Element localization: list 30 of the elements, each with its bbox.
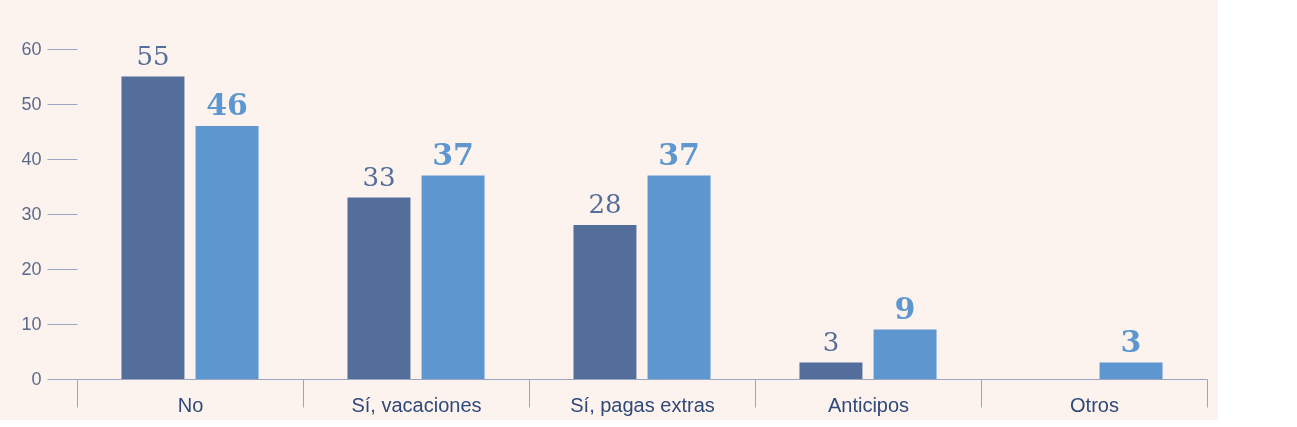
bar (1099, 362, 1163, 379)
data-label: 9 (894, 290, 916, 326)
bar (347, 197, 411, 379)
y-tick-label: 50 (21, 93, 42, 114)
y-tick-label: 40 (21, 148, 42, 169)
data-label: 37 (658, 136, 700, 172)
bar (121, 76, 185, 379)
y-tick-label: 30 (21, 203, 42, 224)
x-tick-label: Anticipos (827, 393, 910, 416)
bar (421, 175, 485, 379)
x-tick-label: Otros (1070, 393, 1119, 416)
y-tick-label: 20 (21, 258, 42, 279)
x-tick-label: Sí, pagas extras (570, 393, 715, 416)
data-label: 28 (588, 189, 622, 219)
bar (195, 126, 259, 379)
x-tick-label: No (177, 393, 204, 416)
data-label: 46 (206, 87, 248, 122)
x-tick-label: Sí, vacaciones (351, 393, 482, 416)
data-label: 3 (822, 326, 840, 357)
bar (799, 362, 863, 379)
data-label: 3 (1120, 323, 1142, 359)
data-label: 33 (362, 161, 396, 192)
bar (573, 225, 637, 379)
bar (647, 175, 711, 379)
y-tick-label: 60 (21, 38, 42, 59)
data-label: 55 (136, 40, 170, 71)
data-label: 37 (432, 136, 474, 172)
y-tick-label: 10 (21, 313, 42, 334)
bar (873, 329, 937, 379)
y-tick-label: 0 (31, 368, 42, 389)
